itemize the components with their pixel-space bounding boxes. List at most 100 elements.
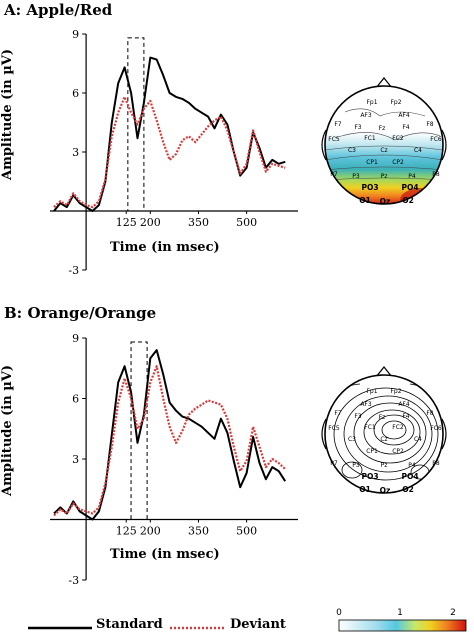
topomap-a-contour [344,108,426,117]
electrode-label-f8: F8 [426,410,433,417]
y-tick-label: 6 [72,87,79,100]
electrode-label-fp2: Fp2 [390,99,401,106]
topomap-a-contour [325,154,443,161]
electrode-label-cz: Cz [380,436,387,443]
electrode-label-af3: AF3 [360,401,372,408]
x-tick-label: 125 [116,216,137,229]
topomap-b-contour [363,409,421,455]
series-deviant-line-b [53,365,286,517]
y-tick-label: 9 [72,332,79,345]
panel-b-title: B: Orange/Orange [4,304,157,322]
electrode-label-p3: P3 [352,173,360,180]
electrode-label-pz: Pz [381,462,388,469]
colorbar-tick-1: 1 [397,608,403,618]
electrode-label-fp1: Fp1 [366,388,377,395]
topomap-a-gradient-fill [325,86,443,204]
x-tick-label: 500 [236,216,257,229]
electrode-label-o1: O1 [359,485,371,494]
electrode-label-c4: C4 [414,436,422,443]
topomap-a-head-outline [324,85,444,205]
topomap-b-contour [373,414,415,446]
topomap-b-contour [353,402,427,464]
panel-a-xlabel: Time (in msec) [110,240,220,255]
electrode-label-fc6: FC6 [430,425,442,432]
topomap-a-left-ear [321,129,327,161]
electrode-label-fc1: FC1 [364,135,376,142]
electrode-label-po4: PO4 [401,472,418,481]
electrode-label-fp2: Fp2 [390,388,401,395]
x-tick-label: 200 [140,216,161,229]
analysis-window-a [127,37,145,212]
electrode-label-c3: C3 [348,436,356,443]
y-tick-label: 6 [72,393,79,406]
topomap-a-contour [334,132,441,141]
topomap-b-head-outline [324,374,444,494]
electrode-label-po3: PO3 [361,183,378,192]
colorbar-tick-2: 2 [450,608,456,618]
x-tick-label: 500 [236,525,257,538]
electrode-label-fz: Fz [379,414,386,421]
legend-standard-label: Standard [96,617,163,632]
topomap-a-contour [325,145,443,151]
electrode-label-fc1: FC1 [364,424,376,431]
topomap-b-contour [343,395,433,473]
electrode-label-p3: P3 [352,462,360,469]
chart-b: -3 3 6 9 125 200 350 500 [50,332,298,587]
electrode-label-o1: O1 [359,196,371,205]
panel-b-xlabel: Time (in msec) [110,547,220,562]
electrode-label-f3: F3 [354,413,361,420]
chart-a: -3 3 6 9 125 200 350 500 [50,28,298,277]
electrode-label-f7: F7 [334,410,341,417]
electrode-label-p4: P4 [408,462,416,469]
series-standard-line-b [53,349,287,521]
electrode-label-p7: P7 [330,171,338,178]
electrode-label-po4: PO4 [401,183,418,192]
topomap-a-contour [325,177,443,181]
topomap-b: Fp1 Fp2 AF3 AF4 F7 F3 Fz F4 F8 FC5 FC1 FC2 FC6 C3 Cz C4… [321,366,447,495]
electrode-label-cp2: CP2 [392,448,404,455]
electrode-label-f3: F3 [354,124,361,131]
electrode-label-af3: AF3 [360,112,372,119]
electrode-label-f4: F4 [402,413,409,420]
electrode-label-cp1: CP1 [366,448,378,455]
topomap-a-electrode-labels: Fp1 Fp2 AF3 AF4 F7 F3 Fz F4 F8 FC5 FC1 FC2 FC6 C3 Cz C4… [328,99,442,206]
topomap-b-contour [333,387,439,481]
electrode-label-oz: Oz [380,197,391,206]
topomap-a: Fp1 Fp2 AF3 AF4 F7 F3 Fz F4 F8 FC5 FC1 FC2 FC6 C3 Cz C4… [321,77,447,206]
electrode-label-p4: P4 [408,173,416,180]
electrode-label-c3: C3 [348,147,356,154]
y-tick-label: 9 [72,28,79,41]
electrode-label-fc6: FC6 [430,136,442,143]
colorbar [338,619,467,632]
electrode-label-o2: O2 [402,485,414,494]
topomap-b-contour [341,461,363,479]
electrode-label-fc2: FC2 [392,135,404,142]
electrode-label-p8: P8 [432,171,440,178]
electrode-label-f8: F8 [426,121,433,128]
analysis-window-b [130,341,148,520]
x-tick-label: 350 [188,525,209,538]
x-tick-label: 350 [188,216,209,229]
electrode-label-fc2: FC2 [392,424,404,431]
electrode-label-cz: Cz [380,147,387,154]
topomap-b-nose [375,366,393,378]
electrode-label-af4: AF4 [398,112,410,119]
series-deviant-line-a [53,95,286,209]
electrode-label-fc5: FC5 [328,136,340,143]
electrode-label-po3: PO3 [361,472,378,481]
y-tick-label: -3 [68,264,79,277]
electrode-label-p8: P8 [432,460,440,467]
topomap-a-contour [325,166,443,171]
x-tick-label: 200 [140,525,161,538]
topomap-b-electrode-labels: Fp1 Fp2 AF3 AF4 F7 F3 Fz F4 F8 FC5 FC1 FC2 FC6 C3 Cz C4… [328,388,442,495]
panel-a-title: A: Apple/Red [4,1,113,19]
electrode-label-p7: P7 [330,460,338,467]
topomap-a-right-ear [441,129,447,161]
topomap-a-nose [375,77,393,89]
electrode-label-af4: AF4 [398,401,410,408]
y-tick-label: 3 [72,146,79,159]
colorbar-tick-0: 0 [336,608,342,618]
x-tick-label: 125 [116,525,137,538]
electrode-label-f4: F4 [402,124,409,131]
